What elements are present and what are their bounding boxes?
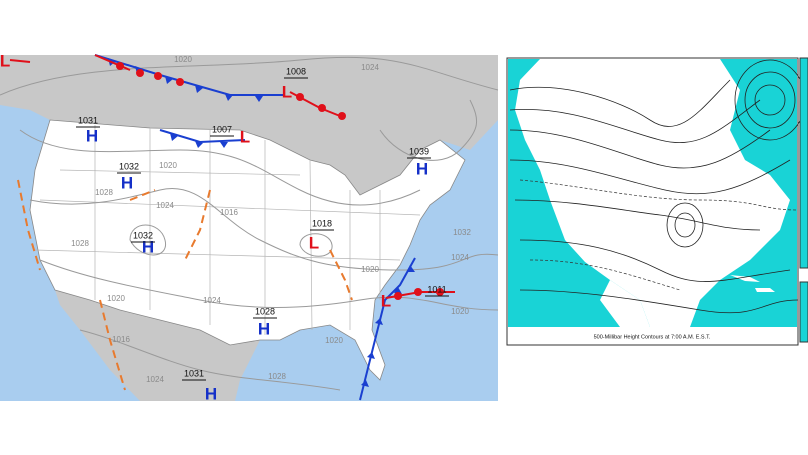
isobar-label: 1020 — [325, 336, 343, 345]
pressure-value: 1028 — [255, 306, 275, 316]
next-panel — [799, 57, 808, 269]
pressure-value: 1031 — [184, 368, 204, 378]
isobar-label: 1024 — [361, 63, 379, 72]
pressure-center-symbol: H — [258, 319, 270, 338]
pressure-centers: LH1031H1032H1032L1007L1008H1039L1018H102… — [0, 51, 449, 403]
pressure-value: 1018 — [312, 218, 332, 228]
upper-air-map: 500-Millibar Height Contours at 7:00 A.M… — [506, 57, 808, 346]
pressure-center-symbol: H — [205, 384, 217, 403]
pressure-center-symbol: L — [240, 127, 250, 146]
pressure-center-symbol: H — [416, 159, 428, 178]
map-caption: 500-Millibar Height Contours at 7:00 A.M… — [594, 334, 711, 340]
isobar-label: 1028 — [71, 239, 89, 248]
surface-map: LH1031H1032H1032L1007L1008H1039L1018H102… — [0, 51, 499, 403]
isobar-label: 1020 — [361, 265, 379, 274]
warm-front — [9, 54, 455, 300]
pressure-value: 1011 — [427, 284, 446, 294]
next-panel — [799, 281, 808, 343]
troughs — [17, 179, 353, 391]
mexico — [55, 290, 260, 401]
islands — [730, 275, 775, 292]
pressure-center-symbol: L — [0, 51, 10, 70]
caption-band — [508, 327, 797, 344]
pressure-center-symbol: L — [282, 82, 292, 101]
pressure-center-symbol: H — [86, 126, 98, 145]
height-contours — [509, 59, 806, 314]
isobar-label: 1020 — [107, 294, 125, 303]
state-borders — [34, 125, 421, 335]
isobar-label: 1024 — [203, 296, 221, 305]
isobar-label: 1016 — [112, 335, 130, 344]
isobar-label: 1020 — [159, 161, 177, 170]
isobar-label: 1024 — [146, 375, 164, 384]
pressure-value: 1031 — [78, 115, 98, 125]
land — [515, 59, 790, 327]
pressure-center-symbol: L — [381, 291, 391, 310]
isobar-label: 1020 — [451, 307, 469, 316]
pressure-value: 1008 — [286, 66, 306, 76]
isobar-label: 1028 — [95, 188, 113, 197]
pressure-center-symbol: H — [121, 173, 133, 192]
pressure-value: 1032 — [133, 230, 153, 240]
isobar-label: 1024 — [156, 201, 174, 210]
pressure-center-symbol: L — [309, 233, 319, 252]
isobar-label: 1032 — [453, 228, 471, 237]
mexico-land — [600, 280, 650, 327]
isobars — [0, 56, 499, 391]
pressure-value: 1007 — [212, 124, 232, 134]
isobar-labels: 1020 1024 1020 1028 1024 1016 1028 1032 1024 1020… — [71, 55, 471, 384]
canada — [0, 55, 498, 195]
isobar-label: 1024 — [451, 253, 469, 262]
isobar-label: 1016 — [220, 208, 238, 217]
pressure-value: 1039 — [409, 146, 429, 156]
isobar-label: 1020 — [174, 55, 192, 64]
cold-front — [94, 54, 416, 401]
pressure-value: 1032 — [119, 161, 139, 171]
isobar-label: 1028 — [268, 372, 286, 381]
